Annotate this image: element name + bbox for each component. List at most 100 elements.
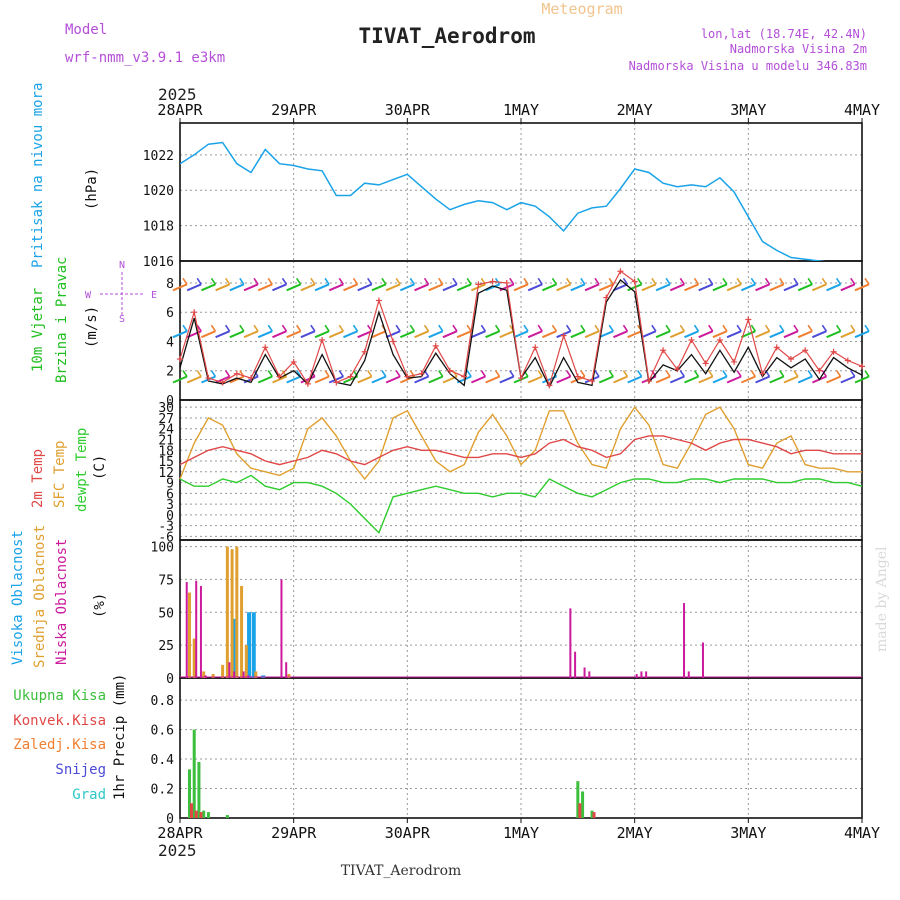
wind-gust-point [219, 379, 226, 386]
wind-barb [494, 370, 501, 377]
cloud-bar [235, 546, 239, 678]
wind-barb [395, 277, 401, 285]
y-tick-label: 0 [166, 509, 174, 524]
wind-barb [527, 330, 543, 339]
cloud-bar [211, 674, 215, 678]
wind-barb [523, 277, 529, 285]
compass-cross [100, 272, 144, 316]
wind-barb [580, 324, 586, 332]
wind-barb [527, 375, 543, 384]
y-tick-label: 1020 [143, 184, 174, 199]
wind-gust-point [674, 366, 681, 373]
precip-bar [581, 791, 585, 818]
wind-barb [679, 370, 685, 377]
wind-barb [499, 330, 515, 339]
wind-subtitle: Brzina i Pravac [54, 257, 70, 383]
wind-gust-point [333, 379, 340, 386]
cloud-bar [199, 586, 202, 678]
wind-barb [613, 283, 628, 292]
wind-barb [343, 283, 358, 292]
wind-barb [840, 375, 856, 384]
x-tick-label-top: 30APR [385, 101, 431, 119]
wind-barb [324, 370, 330, 377]
wind-barb [598, 330, 614, 339]
wind-barb [712, 330, 728, 339]
precip-bar [197, 762, 201, 818]
wind-barb [769, 283, 785, 292]
wind-barb [385, 375, 401, 384]
wind-barb [196, 324, 202, 332]
x-tick-label-bottom: 28APR [157, 824, 203, 842]
wind-barb [684, 283, 699, 292]
wind-barb [423, 324, 430, 332]
cloud-bar [233, 671, 236, 678]
precip-bar [592, 812, 596, 818]
wind-barb [693, 324, 700, 332]
x-tick-label-top: 1MAY [503, 101, 539, 119]
cloud-bar [185, 582, 188, 678]
credit-label: made by Angel [874, 546, 890, 652]
wind-barb [428, 283, 444, 292]
wind-barb [769, 375, 785, 384]
wind-barb [186, 375, 202, 384]
low-cloud-label: Niska Oblacnost [54, 539, 70, 665]
wind-gust-point [446, 367, 453, 374]
wind-barb [537, 277, 543, 285]
wind-barb [267, 324, 273, 332]
temp-unit: (C) [92, 455, 108, 480]
model-label: Model [65, 22, 107, 38]
wind-barb [513, 330, 529, 339]
wind-barb [395, 324, 401, 332]
wind-barb [641, 330, 657, 339]
wind-barb [324, 277, 330, 285]
y-tick-label: 2 [166, 365, 174, 380]
wind-barb [338, 277, 344, 285]
temp2m-label: 2m Temp [30, 449, 46, 508]
wind-gust-point [518, 375, 524, 382]
wind-barb [840, 283, 856, 292]
wind-barb [594, 370, 600, 377]
pressure-line [180, 141, 826, 261]
precip-bar [199, 812, 203, 818]
wind-barb [835, 324, 842, 332]
wind-barb [210, 324, 217, 332]
wind-barb [466, 277, 472, 285]
cloud-bar [195, 580, 198, 678]
wind-gust-point [177, 356, 183, 363]
wind-barb [438, 370, 444, 377]
cloud-bar [232, 618, 237, 678]
wind-barb [608, 370, 614, 377]
wind-barb [300, 330, 316, 339]
wind-barb [537, 324, 543, 332]
wind-barb [826, 330, 841, 339]
wind-barb [527, 283, 543, 292]
wind-barb [826, 283, 841, 292]
wind-barb [584, 330, 600, 339]
wind-barb [381, 277, 387, 285]
x-tick-label-bottom: 29APR [271, 824, 317, 842]
wind-barb [513, 283, 529, 292]
wind-barb [807, 324, 813, 332]
wind-barb [712, 283, 728, 292]
wind-gust-point [631, 278, 638, 285]
x-tick-label-top: 3MAY [730, 101, 766, 119]
y-tick-label: 0.8 [151, 694, 174, 709]
precip-bar [187, 769, 191, 818]
wind-barb [296, 370, 302, 377]
wind-gust-point [475, 281, 482, 288]
x-tick-label-bottom: 1MAY [503, 824, 539, 842]
wind-barb [722, 324, 728, 332]
wind-barb [310, 277, 316, 285]
wind-gust-point [304, 380, 311, 387]
wind-gust-point [461, 373, 468, 380]
x-tick-label-bottom: 4MAY [844, 824, 880, 842]
wind-barb [172, 375, 188, 384]
cloud-bar [240, 586, 244, 678]
wind-gust-point [290, 358, 297, 365]
wind-barb [542, 283, 557, 292]
wind-barb [314, 330, 330, 339]
wind-barb [565, 277, 572, 285]
wind-barb [811, 283, 827, 292]
cloud-bar [221, 664, 225, 678]
wind-gust-point [319, 337, 326, 344]
